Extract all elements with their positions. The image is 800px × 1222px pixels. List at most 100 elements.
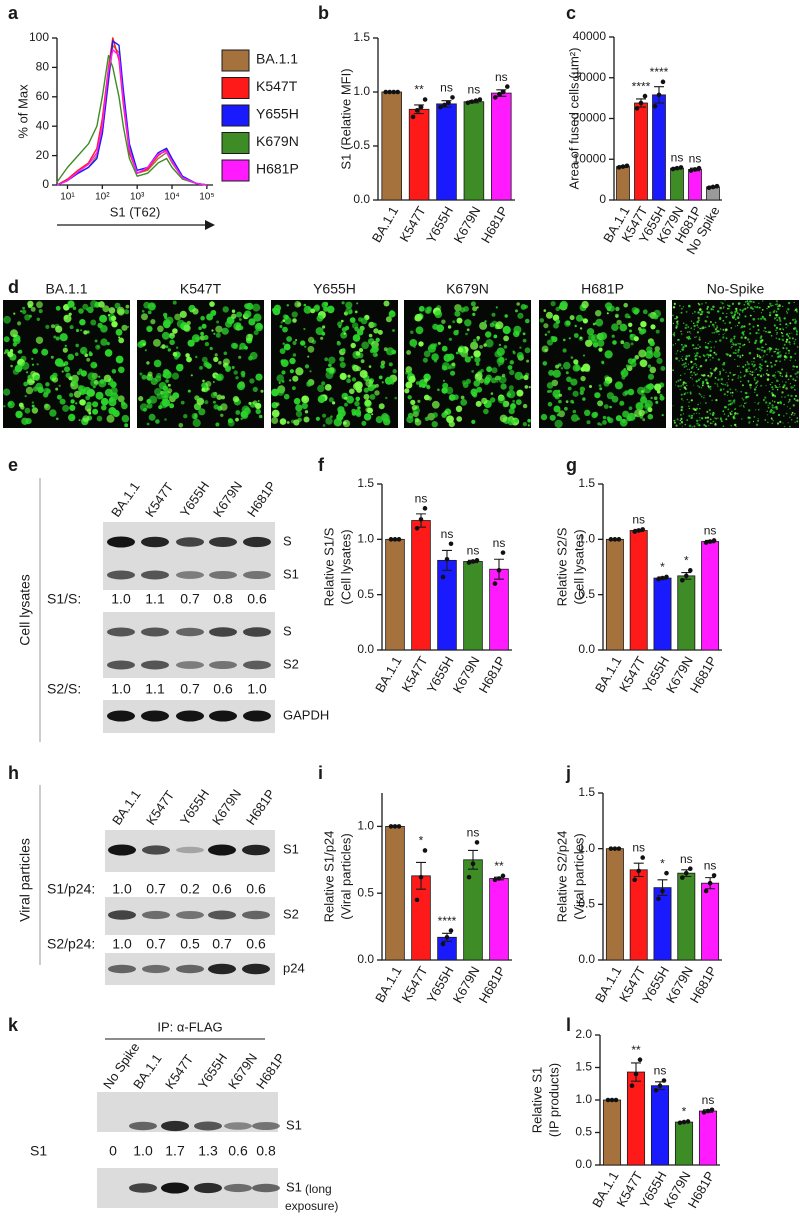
- cell: [688, 363, 689, 365]
- cell: [710, 346, 712, 348]
- data-point: [705, 1108, 711, 1114]
- cell: [703, 374, 706, 377]
- cell: [619, 400, 625, 406]
- cell: [731, 302, 735, 305]
- cell: [575, 314, 583, 322]
- band: [129, 1183, 157, 1193]
- cell: [464, 319, 472, 327]
- band: [129, 1121, 157, 1131]
- cell: [693, 371, 696, 374]
- cell: [783, 355, 787, 358]
- cell: [792, 378, 795, 381]
- cell: [697, 385, 699, 387]
- cell: [597, 422, 601, 426]
- cell: [755, 339, 758, 342]
- cell: [696, 422, 699, 425]
- cell: [722, 334, 724, 336]
- data-point: [714, 183, 720, 189]
- cell: [80, 329, 83, 332]
- cell: [778, 338, 781, 341]
- ratio-value: 1.3: [198, 1143, 218, 1159]
- cell: [12, 337, 18, 343]
- cell: [723, 413, 726, 415]
- cell: [58, 360, 65, 368]
- cell: [736, 354, 740, 357]
- cell: [390, 310, 394, 314]
- bar: [463, 561, 483, 651]
- data-point: [496, 876, 502, 881]
- ratio-value: 1.0: [112, 936, 132, 952]
- cell: [192, 308, 199, 315]
- cell: [102, 305, 110, 313]
- cell: [471, 419, 476, 424]
- cell: [451, 362, 456, 367]
- cell: [705, 302, 707, 304]
- cell: [241, 405, 250, 414]
- cell: [622, 391, 628, 397]
- cell: [410, 399, 416, 405]
- y-axis-label: (Cell lysates): [338, 529, 353, 604]
- y-tick-label: 0.0: [578, 952, 595, 966]
- cell: [785, 340, 788, 343]
- cell: [709, 359, 712, 361]
- cell: [653, 396, 658, 401]
- cell: [699, 394, 702, 396]
- cell: [582, 318, 589, 324]
- cell: [795, 365, 799, 368]
- cell: [471, 370, 475, 373]
- cell: [767, 414, 769, 416]
- cell: [330, 415, 333, 419]
- cell: [681, 343, 683, 346]
- cell: [741, 418, 743, 420]
- cell: [696, 355, 698, 357]
- bar: [670, 167, 684, 201]
- cell: [317, 384, 325, 393]
- cell: [697, 311, 700, 314]
- cell: [782, 422, 784, 424]
- bar: [674, 1121, 694, 1166]
- cell: [222, 358, 230, 366]
- cell: [153, 359, 162, 368]
- cell: [763, 330, 765, 332]
- band: [108, 910, 136, 920]
- cell: [139, 339, 147, 347]
- cell: [699, 407, 701, 410]
- cell: [478, 377, 485, 384]
- bar: [491, 92, 512, 201]
- cell: [118, 337, 125, 344]
- cell: [722, 319, 725, 322]
- cell: [654, 346, 660, 352]
- cell: [785, 374, 788, 376]
- legend-label: BA.1.1: [256, 51, 298, 67]
- cell: [776, 319, 779, 322]
- y-tick-label: 0.5: [578, 587, 595, 601]
- legend-swatch: [221, 159, 250, 182]
- cell: [606, 416, 611, 421]
- ratio-value: 0.7: [146, 881, 166, 897]
- cell: [760, 384, 763, 387]
- cell: [180, 400, 185, 405]
- cell: [696, 373, 699, 375]
- cell: [688, 407, 690, 410]
- cell: [209, 301, 215, 307]
- data-point: [642, 93, 648, 99]
- cell: [701, 396, 703, 398]
- cell: [75, 328, 80, 333]
- cell: [115, 355, 124, 364]
- cell: [764, 396, 767, 399]
- cell: [394, 396, 398, 400]
- cell: [734, 310, 737, 314]
- cell: [708, 325, 711, 328]
- cell: [742, 405, 745, 407]
- cell: [786, 312, 788, 314]
- axes: [613, 37, 722, 201]
- cell: [486, 366, 492, 373]
- data-point: [707, 539, 713, 544]
- cell: [761, 346, 763, 349]
- cell: [789, 383, 792, 385]
- cell: [771, 404, 774, 407]
- y-tick-label: 40: [36, 118, 50, 132]
- ratio-value: 0.7: [180, 681, 200, 697]
- x-tick-label: 10²: [95, 192, 110, 203]
- cell: [730, 327, 733, 329]
